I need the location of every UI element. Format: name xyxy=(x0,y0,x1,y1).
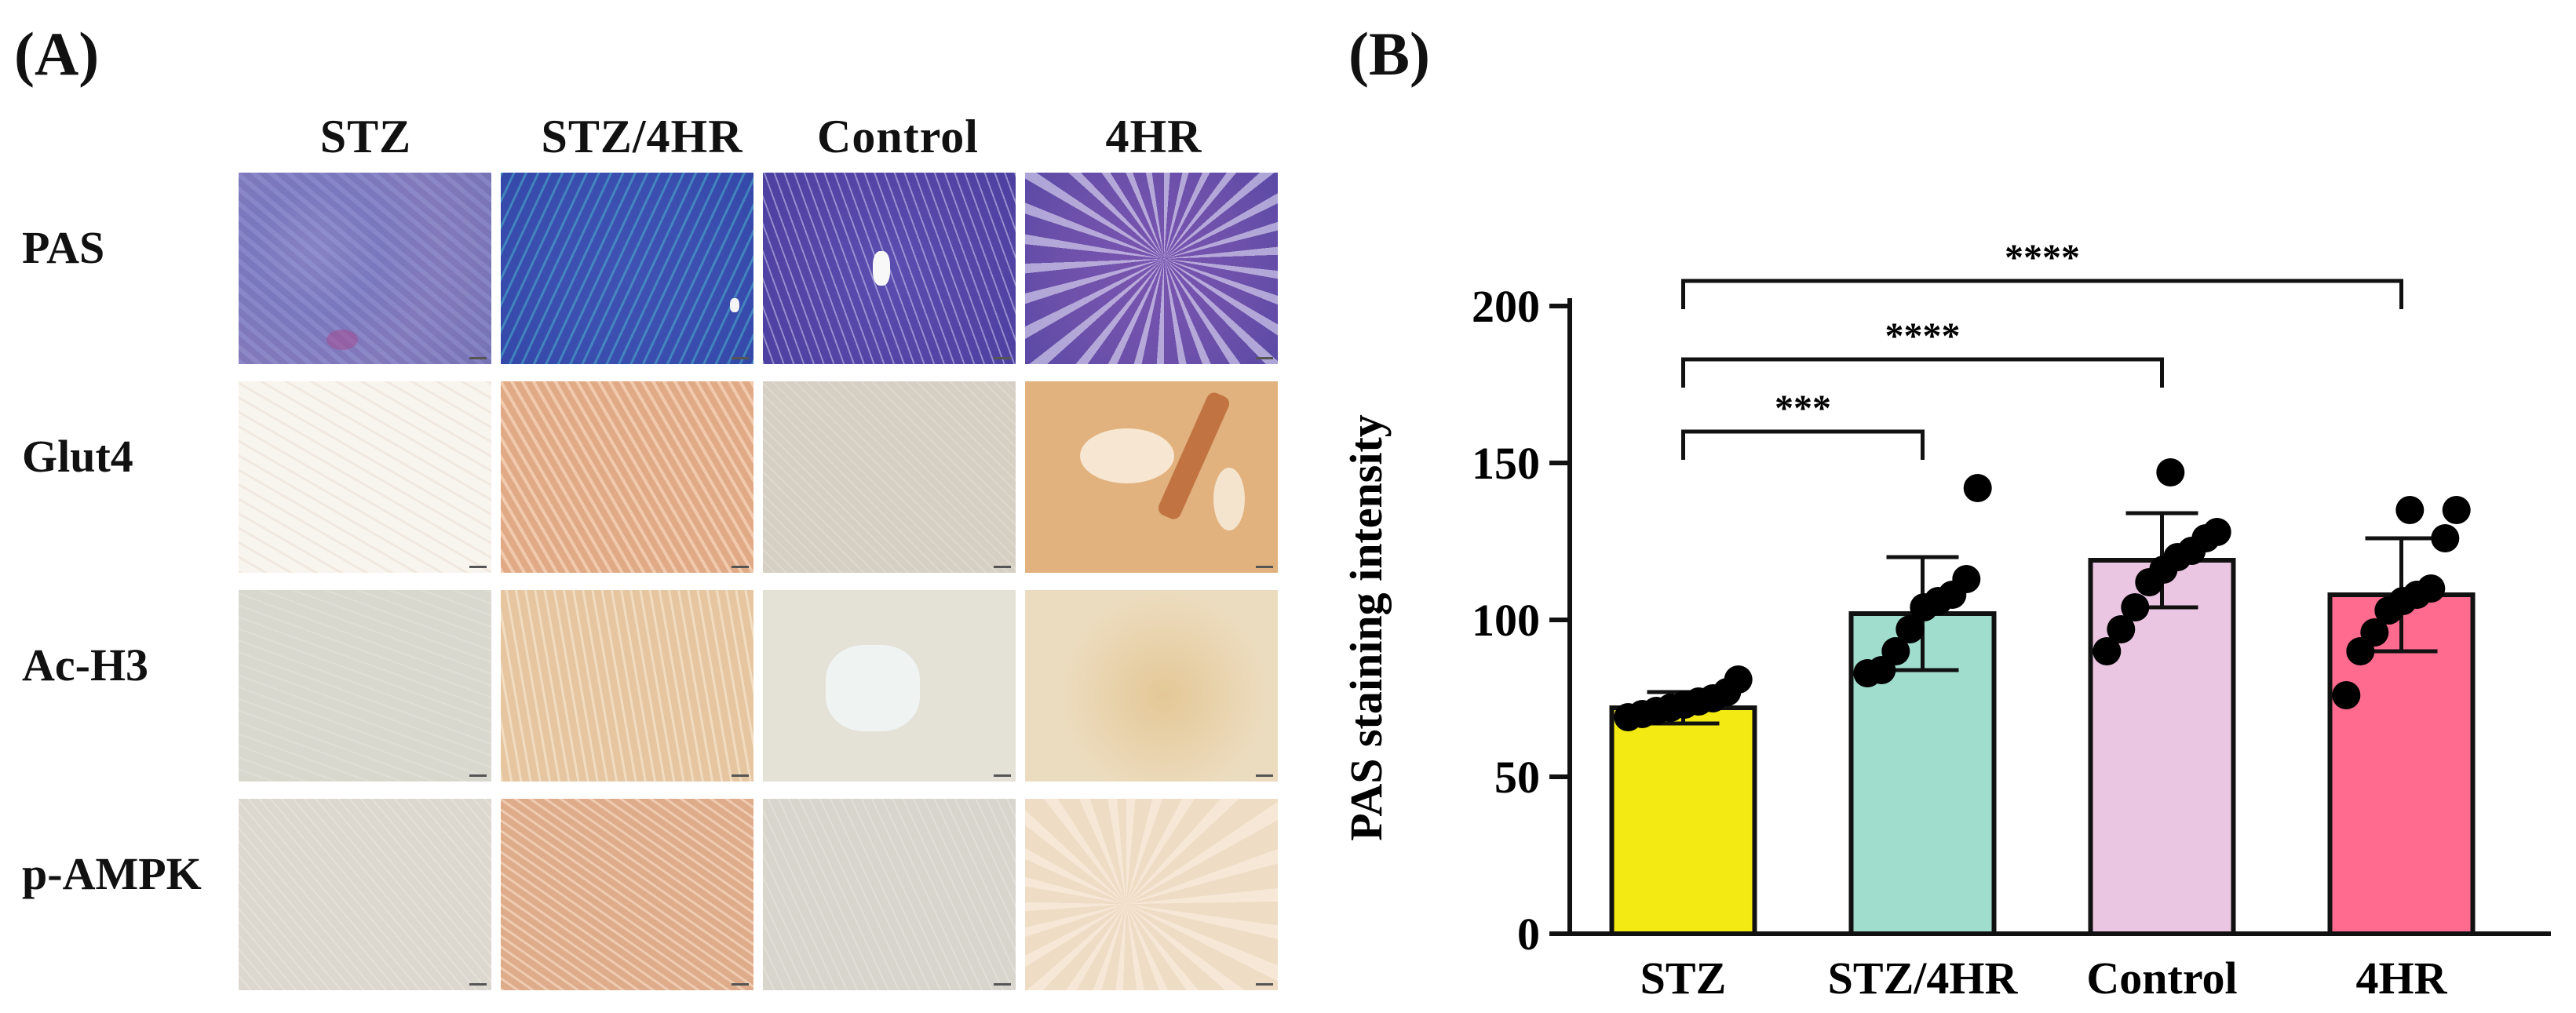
data-point xyxy=(1896,615,1925,643)
micrograph-glut4-stz xyxy=(239,381,491,573)
micrograph-ac-h3-stz xyxy=(239,590,491,782)
bar-control xyxy=(2088,558,2236,936)
micrograph-p-ampk-control xyxy=(763,799,1016,990)
column-header-4hr: 4HR xyxy=(1105,111,1202,162)
y-axis-label: PAS staining intensity xyxy=(1341,414,1392,841)
data-point xyxy=(2121,593,2150,621)
y-tick-label: 200 xyxy=(1472,281,1540,332)
y-tick-label: 50 xyxy=(1494,752,1540,803)
significance-label: **** xyxy=(2005,237,2080,279)
data-point xyxy=(2332,681,2361,709)
data-point xyxy=(2156,458,2185,486)
micrograph-pas-stz xyxy=(239,173,491,364)
significance-label: *** xyxy=(1775,388,1831,429)
data-point xyxy=(2107,615,2136,643)
panel-a-label: (A) xyxy=(14,20,100,88)
micrograph-ac-h3-control xyxy=(763,590,1016,782)
significance-bracket xyxy=(1681,429,1925,460)
x-tick-label: STZ/4HR xyxy=(1828,953,2019,1004)
data-point xyxy=(2360,618,2389,647)
data-point xyxy=(2442,496,2471,524)
micrograph-glut4-control xyxy=(763,381,1016,573)
significance-label: **** xyxy=(1885,315,1961,357)
column-header-control: Control xyxy=(817,111,979,162)
micrograph-p-ampk-4hr xyxy=(1025,799,1278,990)
x-tick-label: STZ xyxy=(1640,953,1727,1004)
data-point xyxy=(2431,524,2460,552)
significance-bracket xyxy=(1681,357,2164,388)
pas-bar-chart: 0 50 100 150 200 PAS staining intensity STZ STZ… xyxy=(1341,237,2551,1004)
micrograph-pas-control xyxy=(763,173,1016,364)
row-header-glut4: Glut4 xyxy=(22,431,133,482)
micrograph-pas-stz-4hr xyxy=(501,173,753,364)
micrograph-ac-h3-4hr xyxy=(1025,590,1278,782)
y-tick-label: 0 xyxy=(1517,909,1540,960)
micrograph-p-ampk-stz-4hr xyxy=(501,799,753,990)
data-point xyxy=(1952,565,1981,593)
y-tick-label: 100 xyxy=(1472,595,1540,646)
micrograph-pas-4hr xyxy=(1025,173,1278,364)
significance-bracket xyxy=(1681,279,2403,309)
data-point xyxy=(1724,665,1753,694)
column-header-stz: STZ xyxy=(319,111,412,162)
data-point xyxy=(1881,637,1910,665)
panel-b-label: (B) xyxy=(1348,20,1430,88)
data-point xyxy=(2093,637,2122,665)
bar-stz xyxy=(1609,705,1757,936)
data-point xyxy=(2417,574,2446,603)
micrograph-glut4-4hr xyxy=(1025,381,1278,573)
x-tick-label: 4HR xyxy=(2356,953,2448,1004)
data-point xyxy=(2395,496,2425,524)
micrograph-glut4-stz-4hr xyxy=(501,381,753,573)
data-point xyxy=(1963,474,1992,502)
y-tick-label: 150 xyxy=(1472,438,1540,489)
row-header-pas: PAS xyxy=(22,222,105,273)
row-header-p-ampk: p-AMPK xyxy=(22,848,202,899)
column-header-stz-4hr: STZ/4HR xyxy=(541,111,743,162)
data-point xyxy=(2202,518,2231,546)
micrograph-ac-h3-stz-4hr xyxy=(501,590,753,782)
row-header-ac-h3: Ac-H3 xyxy=(22,640,149,691)
micrograph-p-ampk-stz xyxy=(239,799,491,990)
x-tick-label: Control xyxy=(2086,953,2237,1004)
